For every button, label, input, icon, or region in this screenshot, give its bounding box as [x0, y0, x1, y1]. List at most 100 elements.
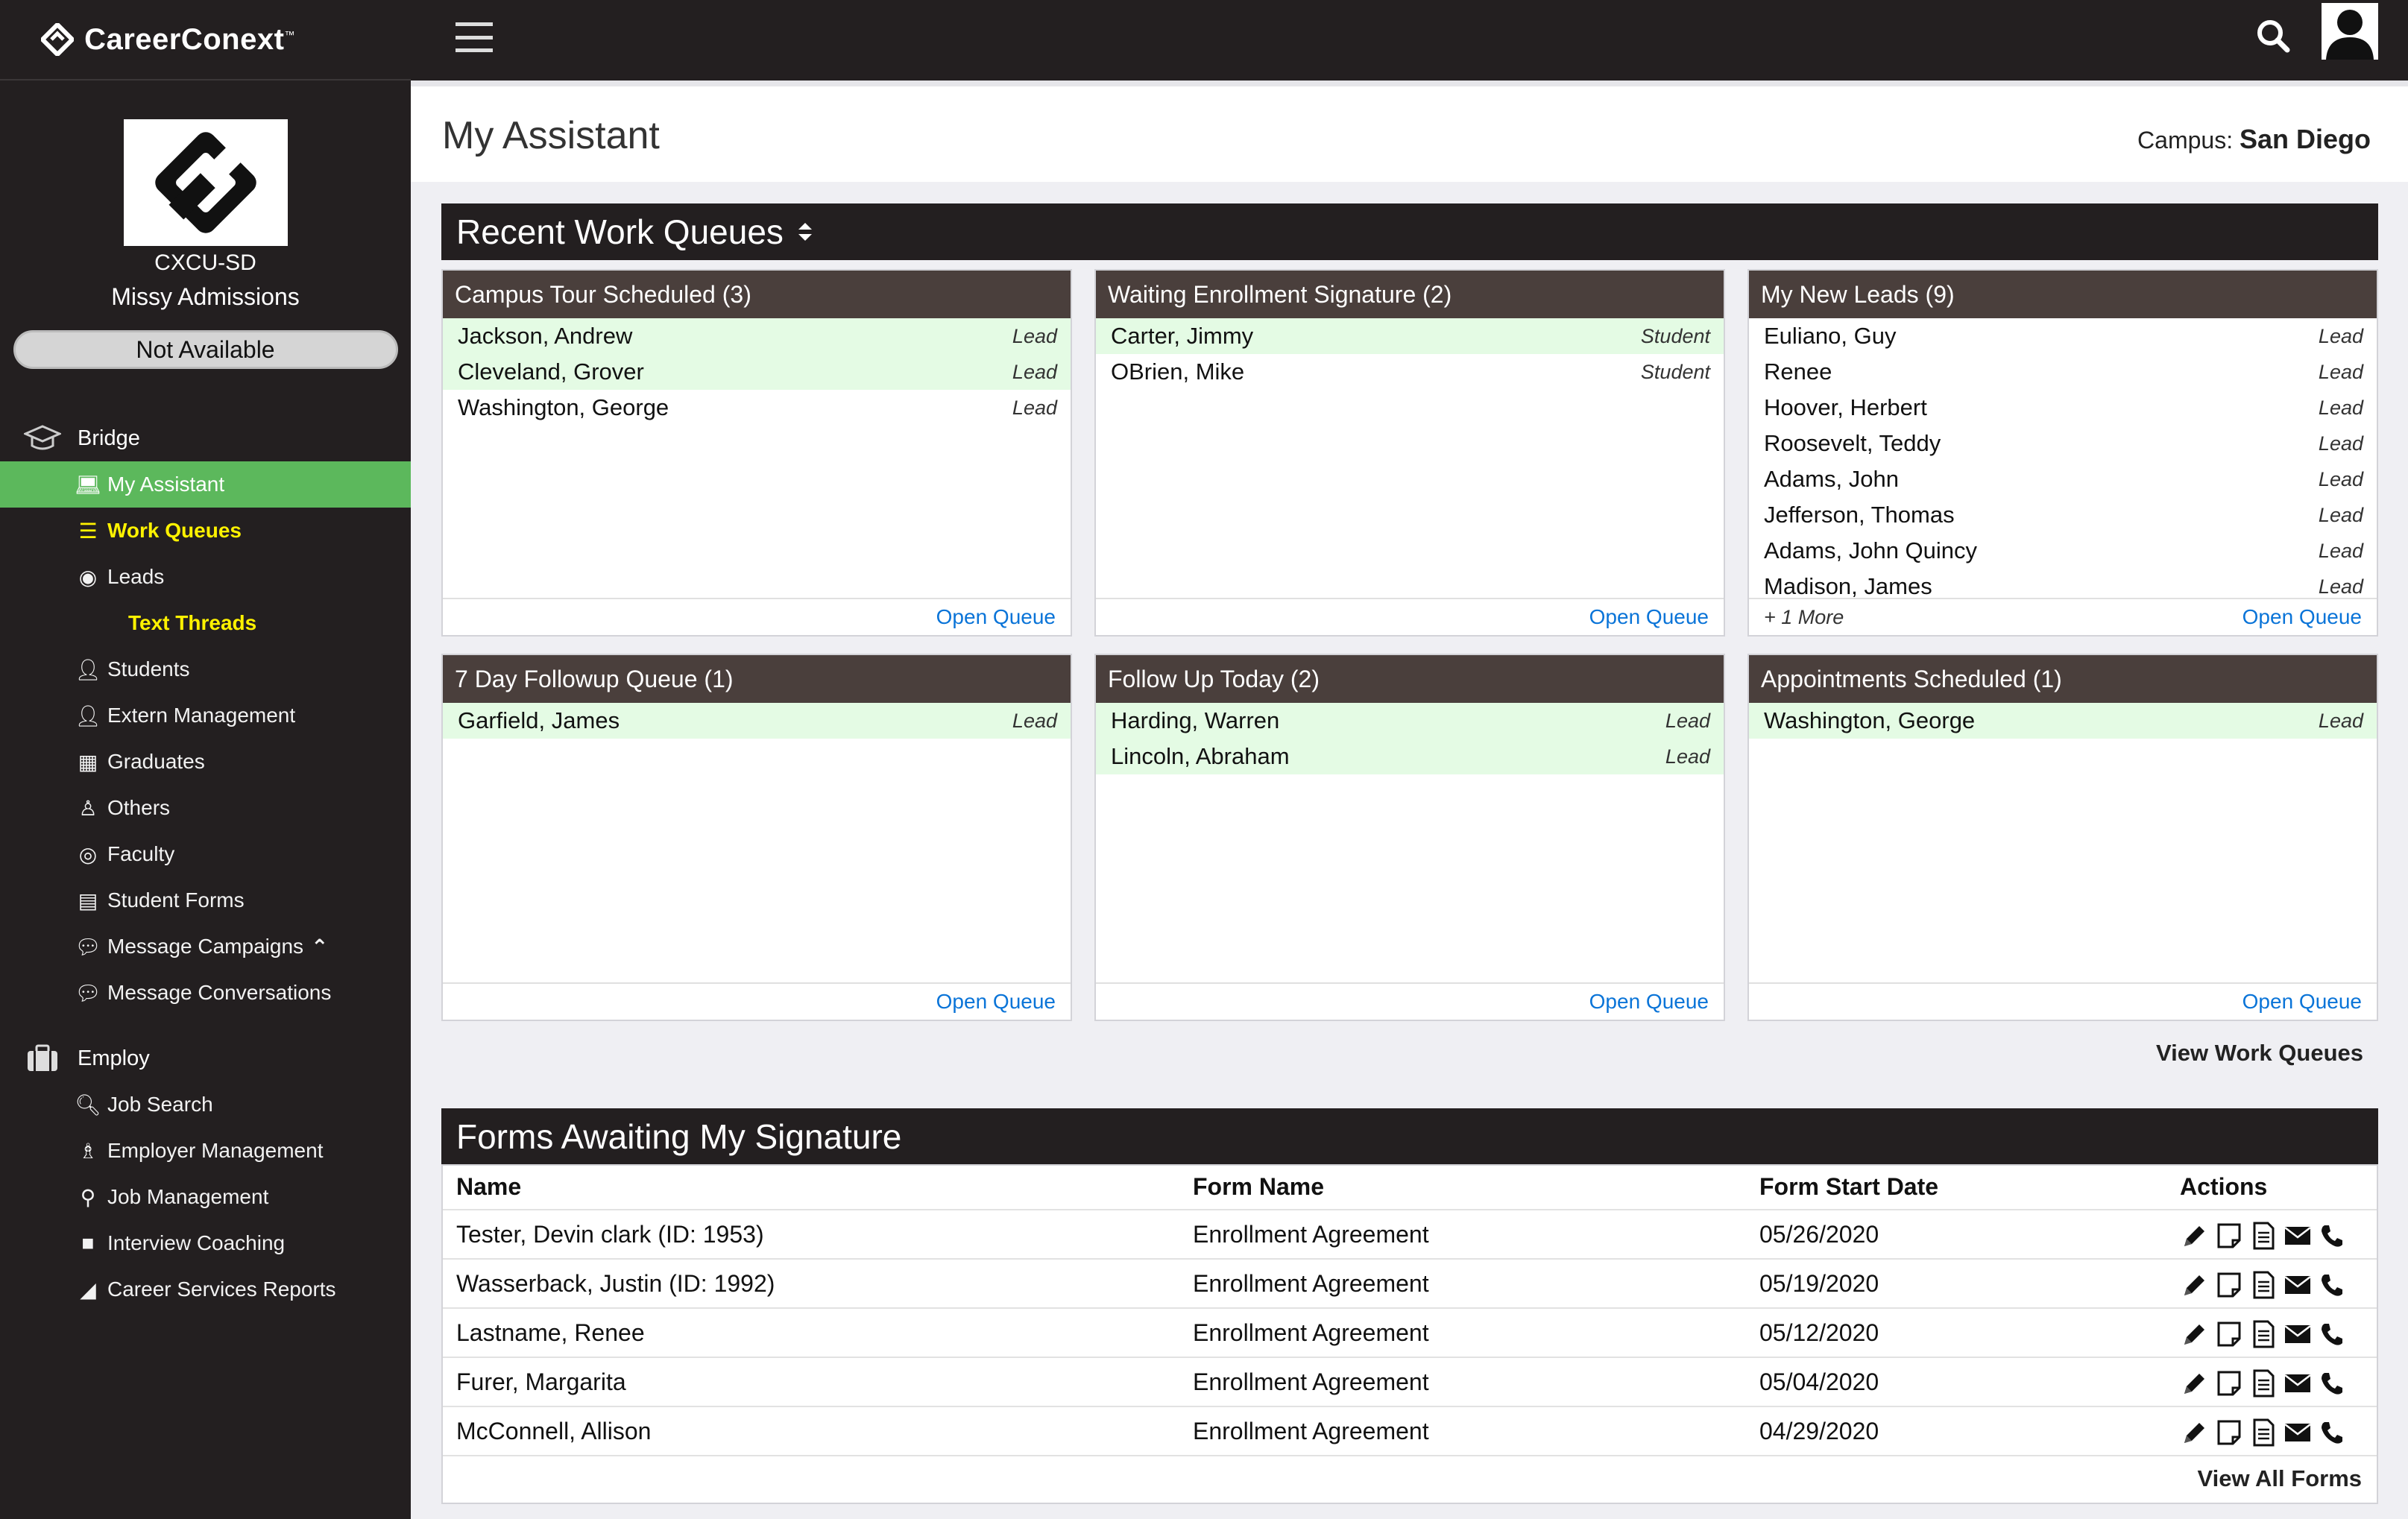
queue-row-name[interactable]: Carter, Jimmy: [1111, 323, 1254, 349]
document-icon[interactable]: [2248, 1221, 2278, 1257]
queue-row-name[interactable]: Washington, George: [1764, 707, 1976, 733]
queue-row[interactable]: Renee Lead: [1749, 354, 2377, 390]
nav-item-leads[interactable]: ◉ Leads: [0, 554, 411, 600]
edit-pencil-icon[interactable]: [2180, 1418, 2210, 1453]
table-row[interactable]: Wasserback, Justin (ID: 1992) Enrollment …: [443, 1260, 2377, 1309]
queue-row-name[interactable]: Cleveland, Grover: [458, 359, 644, 385]
queue-row-name[interactable]: Adams, John: [1764, 466, 1899, 492]
queue-row-name[interactable]: Harding, Warren: [1111, 707, 1280, 733]
hamburger-menu-icon[interactable]: [456, 22, 493, 52]
email-icon[interactable]: [2283, 1368, 2313, 1404]
queue-row-name[interactable]: Hoover, Herbert: [1764, 394, 1927, 420]
nav-item-job-management[interactable]: ⚲ Job Management: [0, 1174, 411, 1220]
queue-row[interactable]: Washington, George Lead: [1749, 703, 2377, 739]
email-icon[interactable]: [2283, 1418, 2313, 1453]
queue-row[interactable]: Euliano, Guy Lead: [1749, 318, 2377, 354]
queue-row[interactable]: Carter, Jimmy Student: [1096, 318, 1724, 354]
queue-row[interactable]: Harding, Warren Lead: [1096, 703, 1724, 739]
open-queue-link[interactable]: Open Queue: [2242, 990, 2362, 1013]
view-all-forms-link[interactable]: View All Forms: [2197, 1465, 2362, 1491]
edit-pencil-icon[interactable]: [2180, 1221, 2210, 1257]
nav-item-my-assistant[interactable]: 💻︎ My Assistant: [0, 461, 411, 508]
queue-row[interactable]: Adams, John Lead: [1749, 461, 2377, 497]
queue-row[interactable]: Lincoln, Abraham Lead: [1096, 739, 1724, 774]
table-row[interactable]: Lastname, Renee Enrollment Agreement 05/12…: [443, 1309, 2377, 1358]
queue-row-name[interactable]: Washington, George: [458, 394, 669, 420]
document-icon[interactable]: [2248, 1319, 2278, 1355]
table-row[interactable]: Tester, Devin clark (ID: 1953) Enrollment…: [443, 1210, 2377, 1260]
queue-title[interactable]: Campus Tour Scheduled (3): [443, 271, 1071, 318]
note-icon[interactable]: [2214, 1319, 2244, 1355]
queue-row-name[interactable]: Renee: [1764, 359, 1832, 385]
queue-row[interactable]: Madison, James Lead: [1749, 569, 2377, 604]
queue-row[interactable]: Jackson, Andrew Lead: [443, 318, 1071, 354]
queue-row-name[interactable]: Jefferson, Thomas: [1764, 502, 1955, 528]
nav-item-text-threads[interactable]: Text Threads: [128, 611, 257, 634]
open-queue-link[interactable]: Open Queue: [936, 990, 1056, 1013]
queue-title[interactable]: My New Leads (9): [1749, 271, 2377, 318]
queue-row[interactable]: Jefferson, Thomas Lead: [1749, 497, 2377, 533]
email-icon[interactable]: [2283, 1270, 2313, 1306]
queue-title[interactable]: Follow Up Today (2): [1096, 655, 1724, 703]
queue-row-name[interactable]: Euliano, Guy: [1764, 323, 1897, 349]
queue-row[interactable]: Roosevelt, Teddy Lead: [1749, 426, 2377, 461]
queue-row-name[interactable]: Jackson, Andrew: [458, 323, 633, 349]
nav-item-career-services-reports[interactable]: ◢ Career Services Reports: [0, 1266, 411, 1313]
document-icon[interactable]: [2248, 1368, 2278, 1404]
nav-item-graduates[interactable]: ▦ Graduates: [0, 739, 411, 785]
queue-title[interactable]: Waiting Enrollment Signature (2): [1096, 271, 1724, 318]
availability-status-button[interactable]: Not Available: [13, 330, 398, 369]
nav-item-student-forms[interactable]: ▤ Student Forms: [0, 877, 411, 923]
edit-pencil-icon[interactable]: [2180, 1368, 2210, 1404]
queue-row-name[interactable]: Madison, James: [1764, 573, 1932, 599]
phone-icon[interactable]: [2317, 1221, 2347, 1257]
open-queue-link[interactable]: Open Queue: [1589, 990, 1709, 1013]
queue-more-link[interactable]: + 1 More: [1764, 605, 1844, 628]
table-row[interactable]: McConnell, Allison Enrollment Agreement 04…: [443, 1407, 2377, 1456]
phone-icon[interactable]: [2317, 1368, 2347, 1404]
open-queue-link[interactable]: Open Queue: [936, 605, 1056, 628]
user-avatar-icon[interactable]: [2322, 3, 2378, 60]
document-icon[interactable]: [2248, 1418, 2278, 1453]
view-work-queues-link[interactable]: View Work Queues: [2156, 1040, 2363, 1066]
queue-row[interactable]: OBrien, Mike Student: [1096, 354, 1724, 390]
nav-item-faculty[interactable]: ◎ Faculty: [0, 831, 411, 877]
phone-icon[interactable]: [2317, 1270, 2347, 1306]
chevron-up-icon[interactable]: ⌃: [311, 935, 329, 959]
nav-item-job-search[interactable]: 🔍︎ Job Search: [75, 1093, 213, 1117]
nav-item-message-campaigns[interactable]: 💬︎ Message Campaigns ⌃: [75, 935, 329, 959]
queue-row[interactable]: Hoover, Herbert Lead: [1749, 390, 2377, 426]
note-icon[interactable]: [2214, 1270, 2244, 1306]
queue-row-name[interactable]: Roosevelt, Teddy: [1764, 430, 1941, 456]
nav-item-others[interactable]: ♙ Others: [0, 785, 411, 831]
brand-bar[interactable]: CareerConext™: [0, 0, 411, 80]
document-icon[interactable]: [2248, 1270, 2278, 1306]
search-icon[interactable]: [2251, 15, 2296, 60]
note-icon[interactable]: [2214, 1368, 2244, 1404]
nav-item-work-queues[interactable]: ☰ Work Queues: [0, 508, 411, 554]
phone-icon[interactable]: [2317, 1418, 2347, 1453]
queue-row[interactable]: Cleveland, Grover Lead: [443, 354, 1071, 390]
note-icon[interactable]: [2214, 1418, 2244, 1453]
queue-row[interactable]: Washington, George Lead: [443, 390, 1071, 426]
queue-row-name[interactable]: Lincoln, Abraham: [1111, 743, 1290, 769]
nav-section-employ[interactable]: Employ: [0, 1035, 411, 1081]
edit-pencil-icon[interactable]: [2180, 1270, 2210, 1306]
recent-work-queues-header[interactable]: Recent Work Queues: [441, 203, 2378, 260]
nav-item-extern-management[interactable]: 👤︎ Extern Management: [75, 704, 296, 727]
queue-row[interactable]: Garfield, James Lead: [443, 703, 1071, 739]
email-icon[interactable]: [2283, 1221, 2313, 1257]
phone-icon[interactable]: [2317, 1319, 2347, 1355]
queue-row-name[interactable]: Garfield, James: [458, 707, 620, 733]
sort-icon[interactable]: [795, 217, 815, 247]
queue-title[interactable]: Appointments Scheduled (1): [1749, 655, 2377, 703]
note-icon[interactable]: [2214, 1221, 2244, 1257]
edit-pencil-icon[interactable]: [2180, 1319, 2210, 1355]
nav-item-interview-coaching[interactable]: ■ Interview Coaching: [0, 1220, 411, 1266]
open-queue-link[interactable]: Open Queue: [1589, 605, 1709, 628]
table-row[interactable]: Furer, Margarita Enrollment Agreement 05/0…: [443, 1358, 2377, 1407]
nav-section-bridge[interactable]: Bridge: [0, 415, 411, 461]
nav-item-employer-management[interactable]: ♗ Employer Management: [0, 1128, 411, 1174]
email-icon[interactable]: [2283, 1319, 2313, 1355]
queue-row[interactable]: Adams, John Quincy Lead: [1749, 533, 2377, 569]
